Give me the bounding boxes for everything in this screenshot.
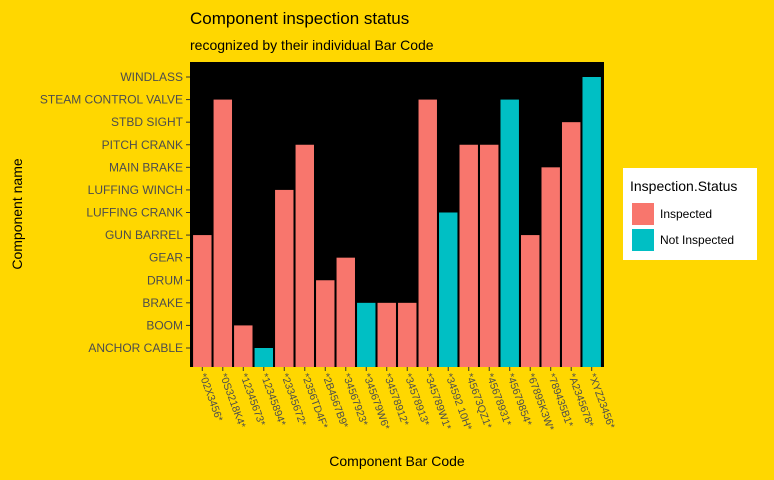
bar bbox=[316, 280, 335, 367]
bar bbox=[254, 348, 274, 367]
bar bbox=[520, 235, 540, 367]
y-tick-label: LUFFING CRANK bbox=[86, 206, 183, 220]
chart-title: Component inspection status bbox=[190, 9, 410, 28]
y-tick-label: PITCH CRANK bbox=[102, 138, 183, 152]
y-tick-label: MAIN BRAKE bbox=[109, 160, 183, 174]
bar bbox=[439, 212, 458, 367]
bar bbox=[480, 144, 499, 367]
legend-label-not-inspected: Not Inspected bbox=[660, 233, 735, 247]
bar bbox=[500, 99, 519, 367]
bar bbox=[541, 167, 560, 367]
legend-label-inspected: Inspected bbox=[660, 207, 713, 221]
bar bbox=[582, 77, 601, 367]
y-tick-label: ANCHOR CABLE bbox=[88, 341, 183, 355]
bar bbox=[213, 99, 233, 367]
y-tick-label: GUN BARREL bbox=[105, 228, 183, 242]
y-axis-title: Component name bbox=[9, 158, 25, 270]
bar bbox=[275, 189, 294, 367]
bar bbox=[561, 122, 581, 368]
bar bbox=[234, 325, 253, 367]
bar bbox=[193, 235, 212, 367]
y-tick-label: LUFFING WINCH bbox=[88, 183, 183, 197]
bar bbox=[418, 99, 437, 367]
legend: Inspection.Status Inspected Not Inspecte… bbox=[623, 168, 757, 260]
bar bbox=[377, 302, 396, 367]
legend-title: Inspection.Status bbox=[630, 178, 738, 194]
legend-swatch-not-inspected bbox=[632, 229, 654, 251]
y-tick-label: STBD SIGHT bbox=[111, 115, 184, 129]
bar bbox=[336, 257, 355, 367]
chart-subtitle: recognized by their individual Bar Code bbox=[190, 37, 434, 53]
x-axis-title: Component Bar Code bbox=[329, 453, 465, 469]
bar bbox=[459, 144, 478, 367]
bar bbox=[398, 302, 417, 367]
y-tick-label: BRAKE bbox=[142, 296, 183, 310]
bar bbox=[357, 302, 376, 367]
y-tick-label: GEAR bbox=[149, 251, 183, 265]
y-tick-label: BOOM bbox=[146, 318, 183, 332]
y-tick-label: WINDLASS bbox=[120, 70, 183, 84]
bar bbox=[295, 144, 314, 367]
legend-item-inspected: Inspected bbox=[632, 203, 712, 225]
legend-item-not-inspected: Not Inspected bbox=[632, 229, 734, 251]
legend-swatch-inspected bbox=[632, 203, 654, 225]
y-tick-label: STEAM CONTROL VALVE bbox=[40, 93, 183, 107]
y-tick-label: DRUM bbox=[147, 273, 183, 287]
